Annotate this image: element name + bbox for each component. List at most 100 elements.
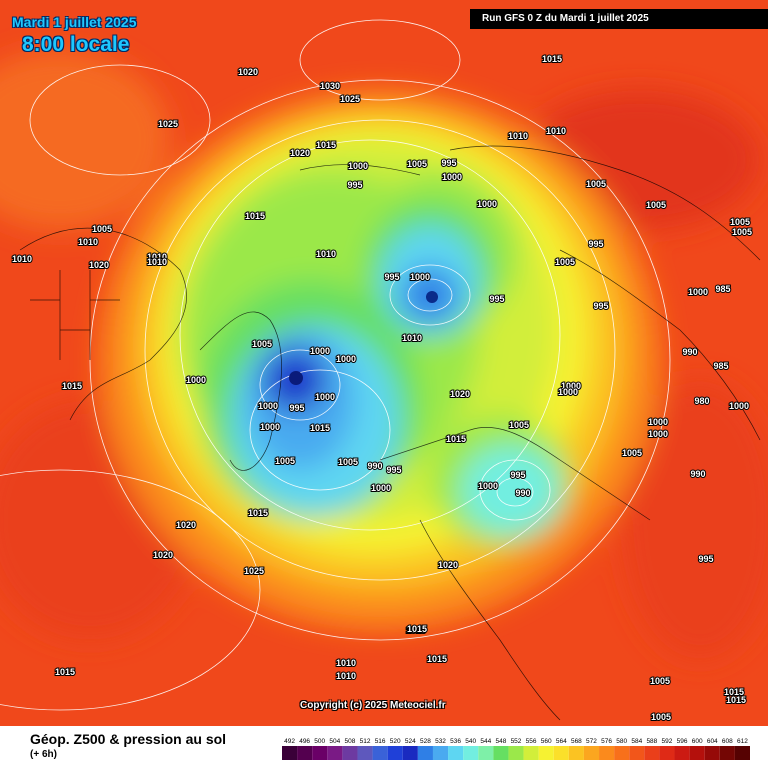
scale-tick-label: 524 [405, 738, 416, 745]
pressure-label: 1000 [410, 272, 430, 282]
scale-tick-label: 512 [360, 738, 371, 745]
pressure-label: 1005 [651, 712, 671, 722]
pressure-label: 1010 [147, 252, 167, 262]
scale-tick-label: 544 [480, 738, 491, 745]
pressure-label: 1020 [438, 560, 458, 570]
scale-swatch [478, 746, 494, 760]
scale-tick-label: 496 [299, 738, 310, 745]
scale-swatch [614, 746, 630, 760]
pressure-label: 1030 [320, 81, 340, 91]
pressure-label: 1020 [89, 260, 109, 270]
pressure-label: 1005 [646, 200, 666, 210]
scale-swatch [689, 746, 705, 760]
pressure-label: 1025 [158, 119, 178, 129]
pressure-label: 1000 [478, 481, 498, 491]
pressure-label: 1000 [336, 354, 356, 364]
pressure-label: 995 [347, 180, 362, 190]
scale-tick-label: 612 [737, 738, 748, 745]
scale-swatch [508, 746, 524, 760]
pressure-label: 1000 [371, 483, 391, 493]
pressure-label: 1005 [730, 217, 750, 227]
scale-swatch [387, 746, 403, 760]
pressure-label: 1005 [586, 179, 606, 189]
pressure-label: 1000 [648, 429, 668, 439]
pressure-label: 1010 [147, 257, 167, 267]
scale-swatch [553, 746, 569, 760]
pressure-label: 1015 [542, 54, 562, 64]
scale-swatch [432, 746, 449, 760]
pressure-label: 1000 [260, 422, 280, 432]
pressure-label: 1005 [555, 257, 575, 267]
pressure-label: 1005 [252, 339, 272, 349]
low-centers [289, 291, 438, 385]
pressure-labels: 1020 1030 1025 1015 1025 1020 1015 1000 1005 995 1… [11, 53, 753, 723]
scale-tick-label: 556 [526, 738, 537, 745]
scale-swatch [402, 746, 418, 760]
scale-tick-label: 608 [722, 738, 733, 745]
scale-swatch [372, 746, 388, 760]
pressure-label: 1010 [316, 249, 336, 259]
scale-tick-label: 508 [345, 738, 356, 745]
scale-tick-label: 564 [556, 738, 567, 745]
scale-swatch [583, 746, 600, 760]
pressure-label: 1015 [406, 625, 426, 635]
scale-tick-label: 552 [511, 738, 522, 745]
pressure-label: 990 [682, 347, 697, 357]
scale-swatch [297, 746, 313, 760]
scale-swatch [342, 746, 358, 760]
scale-tick-label: 532 [435, 738, 446, 745]
pressure-label: 1015 [427, 654, 447, 664]
pressure-label: 1000 [348, 161, 368, 171]
scale-swatch [448, 746, 464, 760]
geopotential-map: 1020 1030 1025 1015 1025 1020 1015 1000 1005 995 1… [0, 0, 768, 726]
pressure-label: 995 [593, 301, 608, 311]
pressure-label: 1000 [315, 392, 335, 402]
pressure-label: 990 [367, 461, 382, 471]
pressure-label: 995 [588, 239, 603, 249]
scale-swatch [312, 746, 328, 760]
pressure-label: 1005 [732, 227, 752, 237]
pressure-label: 1010 [12, 254, 32, 264]
scale-swatch [704, 746, 720, 760]
pressure-label: 1015 [245, 211, 265, 221]
scale-tick-label: 560 [541, 738, 552, 745]
pressure-label: 1025 [244, 566, 264, 576]
pressure-label: 1000 [442, 172, 462, 182]
legend-subtitle: (+ 6h) [30, 749, 57, 760]
scale-swatch [568, 746, 584, 760]
scale-tick-label: 588 [646, 738, 657, 745]
pressure-label: 1010 [546, 126, 566, 136]
copyright-text: Copyright (c) 2025 Meteociel.fr [300, 700, 446, 711]
legend-title: Géop. Z500 & pression au sol [30, 731, 227, 747]
model-run-banner: Run GFS 0 Z du Mardi 1 juillet 2025 [470, 9, 768, 29]
pressure-label: 985 [713, 361, 728, 371]
scale-tick-label: 604 [707, 738, 718, 745]
pressure-label: 1015 [248, 508, 268, 518]
pressure-label: 1020 [176, 520, 196, 530]
scale-tick-label: 540 [465, 738, 476, 745]
scale-tick-label: 600 [692, 738, 703, 745]
scale-swatch [644, 746, 660, 760]
scale-tick-label: 548 [495, 738, 506, 745]
pressure-label: 1000 [310, 346, 330, 356]
scale-swatch [523, 746, 539, 760]
pressure-label: 995 [386, 465, 401, 475]
pressure-label: 1015 [316, 140, 336, 150]
scale-tick-label: 580 [616, 738, 627, 745]
pressure-label: 990 [515, 488, 530, 498]
pressure-label: 990 [690, 469, 705, 479]
scale-tick-label: 592 [662, 738, 673, 745]
pressure-label: 1010 [402, 333, 422, 343]
scale-swatch [282, 746, 298, 760]
pressure-label: 995 [441, 158, 456, 168]
scale-swatch [417, 746, 433, 760]
pressure-label: 1000 [186, 375, 206, 385]
pressure-label: 1020 [450, 389, 470, 399]
scale-tick-label: 568 [571, 738, 582, 745]
scale-swatch [719, 746, 735, 760]
pressure-label: 1005 [407, 159, 427, 169]
scale-tick-label: 572 [586, 738, 597, 745]
scale-tick-label: 500 [314, 738, 325, 745]
pressure-label: 1005 [622, 448, 642, 458]
